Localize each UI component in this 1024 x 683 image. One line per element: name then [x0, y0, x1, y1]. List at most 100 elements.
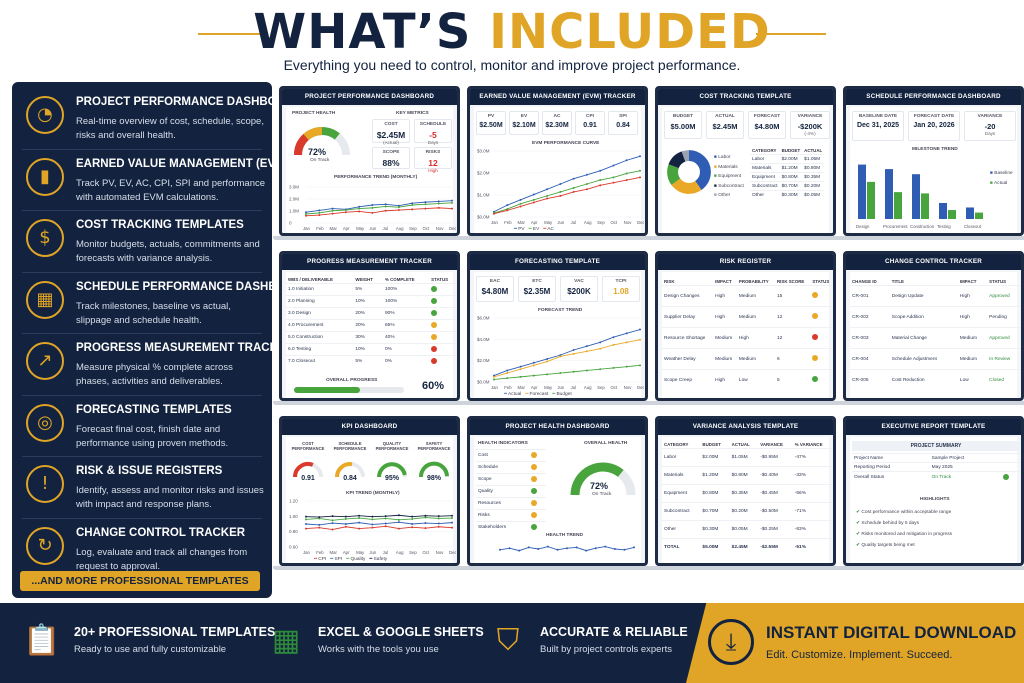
header: WHAT’S INCLUDED Everything you need to c… [0, 0, 1024, 80]
series-point [585, 350, 588, 353]
spreadsheet-icon: ▦ [271, 623, 301, 658]
x-tick-label: Testing [937, 224, 951, 229]
series-point [532, 193, 535, 196]
series-point [639, 176, 641, 179]
series-point [358, 205, 361, 208]
series-point [559, 190, 562, 193]
series-point [331, 209, 334, 212]
series-point [519, 368, 522, 371]
series-point [599, 179, 602, 182]
status-dot [531, 511, 538, 518]
bar-baseline [939, 203, 947, 219]
x-tick-label: Sep [409, 226, 417, 231]
x-tick-label: Apr [531, 385, 538, 390]
series-point [532, 361, 535, 364]
status-dot [431, 285, 438, 292]
series-point [506, 209, 509, 212]
status-dot [531, 451, 538, 458]
kpi-tile: VARIANCE -$200K (-4%) [790, 111, 830, 139]
series-point [594, 547, 597, 550]
status-dot [531, 475, 538, 482]
series-point [437, 206, 440, 209]
list-item: Stakeholders [476, 521, 546, 533]
card-change-control: CHANGE CONTROL TRACKER CHANGE ID TITLE IMP… [843, 251, 1024, 401]
list-item: ✔ Schedule behind by 5 days [856, 521, 919, 526]
x-tick-label: Dec [449, 550, 456, 555]
series-point [612, 176, 615, 179]
table-row: Equipment $0.80M $0.35M [750, 172, 825, 182]
x-tick-label: May [356, 226, 365, 231]
series-point [599, 341, 602, 344]
x-tick-label: Oct [610, 220, 617, 225]
card-title: COST TRACKING TEMPLATE [658, 89, 833, 105]
table-row: Scope Creep High Low 5 [662, 369, 833, 391]
kpi-tile: ACTUAL $2.45M [706, 111, 744, 139]
series-point [451, 207, 453, 210]
series-point [585, 173, 588, 176]
series-line [493, 155, 641, 213]
series-point [397, 518, 400, 521]
x-tick-label: Jan [303, 226, 311, 231]
series-point [344, 523, 347, 525]
series-point [532, 198, 535, 201]
table-row: 1.0 Initiation 5% 100% [286, 283, 457, 296]
series-point [625, 332, 628, 335]
series-point [451, 201, 453, 204]
series-point [371, 515, 374, 518]
series-point [305, 214, 307, 217]
series-point [437, 525, 440, 528]
series-point [639, 364, 641, 367]
card-title: FORECASTING TEMPLATE [470, 254, 645, 270]
series-point [318, 516, 321, 519]
kpi-tile: EAC $4.80M [476, 276, 514, 302]
series-point [358, 207, 361, 210]
x-tick-label: Feb [316, 226, 324, 231]
kpi-tile: FORECAST DATE Jan 20, 2026 [908, 111, 960, 141]
summary-table: Project Name Sample Project Reporting Per… [852, 453, 1020, 483]
series-point [371, 526, 374, 529]
performance-trend-chart: 3.0M 2.0M 1.0M 0 Jan Feb Mar Apr May Jun Jul Aug Sep… [289, 185, 456, 232]
x-tick-label: Jun [557, 220, 565, 225]
card-title: KPI DASHBOARD [282, 419, 457, 435]
status-dot [812, 313, 819, 319]
series-line [493, 170, 641, 214]
series-point [451, 199, 453, 202]
bar-actual [921, 193, 929, 219]
x-tick-label: Dec [449, 226, 456, 231]
kpi-tile: VAC $200K [560, 276, 598, 302]
x-tick-label: May [356, 550, 365, 555]
x-tick-label: Sep [597, 385, 605, 390]
table-row: Equipment $0.80M $0.35M -$0.45M -56% [662, 484, 833, 503]
series-point [358, 521, 361, 524]
status-dot [812, 355, 819, 361]
kpi-tile: PV $2.50M [476, 111, 506, 135]
series-point [585, 188, 588, 191]
series-point [437, 200, 440, 203]
series-point [506, 377, 509, 380]
feature-item: ↻ CHANGE CONTROL TRACKER Log, evaluate and… [22, 519, 262, 581]
series-point [344, 517, 347, 520]
x-tick-label: Dec [637, 385, 644, 390]
y-tick-label: 3.0M [289, 185, 299, 190]
series-point [493, 212, 495, 215]
series-point [546, 360, 549, 363]
series-point [358, 514, 361, 517]
health-indicators: Cost Schedule Scope Quality Resources Ri… [476, 449, 546, 533]
series-line [305, 525, 453, 530]
table-row: CR-001 Design Update High Approved [850, 285, 1021, 307]
x-tick-label: Apr [531, 220, 538, 225]
x-tick-label: Mar [518, 385, 526, 390]
x-tick-label: Closeout [964, 224, 982, 229]
instant-download-banner[interactable]: ⤓ INSTANT DIGITAL DOWNLOAD Edit. Customi… [686, 603, 1024, 683]
gauge-icon: ◔ [26, 96, 64, 134]
y-tick-label: 0.80 [289, 529, 298, 534]
series-point [305, 211, 307, 214]
series-point [613, 548, 616, 550]
x-tick-label: Nov [624, 220, 632, 225]
table-row: Other $0.30M $0.05M [750, 190, 825, 199]
series-point [572, 352, 575, 355]
series-point [411, 515, 414, 518]
overall-progress-bar [294, 387, 404, 393]
series-point [546, 373, 549, 376]
